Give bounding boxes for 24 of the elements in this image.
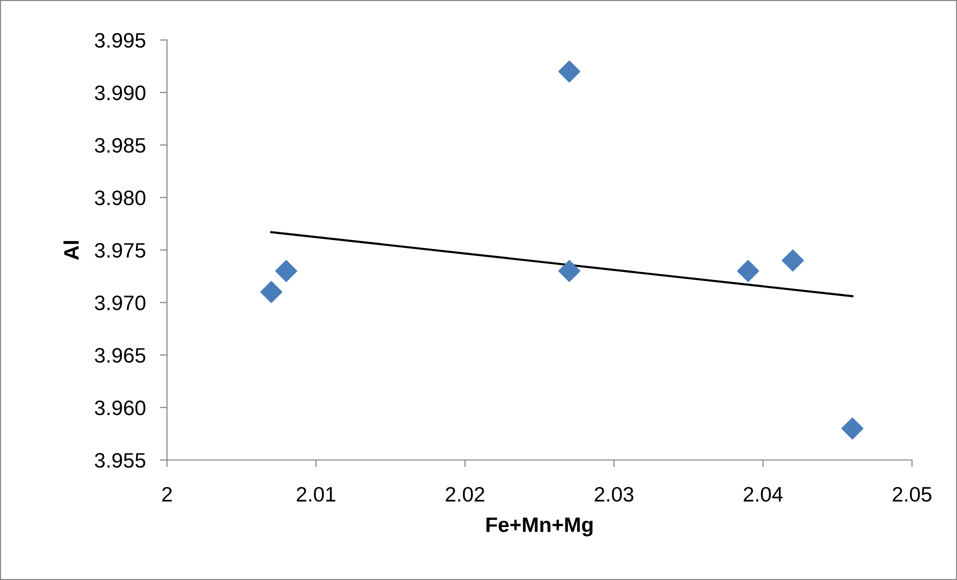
y-tick-label: 3.980 bbox=[94, 190, 146, 206]
point bbox=[558, 60, 580, 82]
y-tick-label: 3.970 bbox=[94, 296, 146, 310]
point bbox=[275, 260, 298, 282]
x-tick-label: 2.05 bbox=[892, 486, 932, 502]
y-axis-title: Al bbox=[64, 241, 79, 260]
x-tick-label: 2.02 bbox=[446, 486, 484, 502]
point bbox=[782, 250, 804, 272]
y-tick-label: 3.955 bbox=[94, 453, 146, 468]
x-tick-label: 2.01 bbox=[296, 486, 336, 502]
y-tick-label: 3.960 bbox=[94, 400, 146, 416]
y-tick-label: 3.985 bbox=[94, 138, 146, 153]
y-tick-label: 3.965 bbox=[94, 348, 146, 363]
y-tick-label: 3.975 bbox=[94, 243, 146, 258]
x-tick-label: 2 bbox=[162, 486, 172, 502]
x-tick-label: 2.04 bbox=[744, 486, 783, 502]
y-tick-label: 3.990 bbox=[94, 86, 146, 100]
point bbox=[737, 260, 760, 282]
x-tick-label: 2.03 bbox=[594, 486, 634, 502]
y-tick-label: 3.995 bbox=[94, 33, 146, 48]
x-axis-title: Fe+Mn+Mg bbox=[486, 518, 593, 536]
point bbox=[841, 418, 864, 440]
point bbox=[558, 260, 580, 282]
point bbox=[260, 281, 282, 303]
